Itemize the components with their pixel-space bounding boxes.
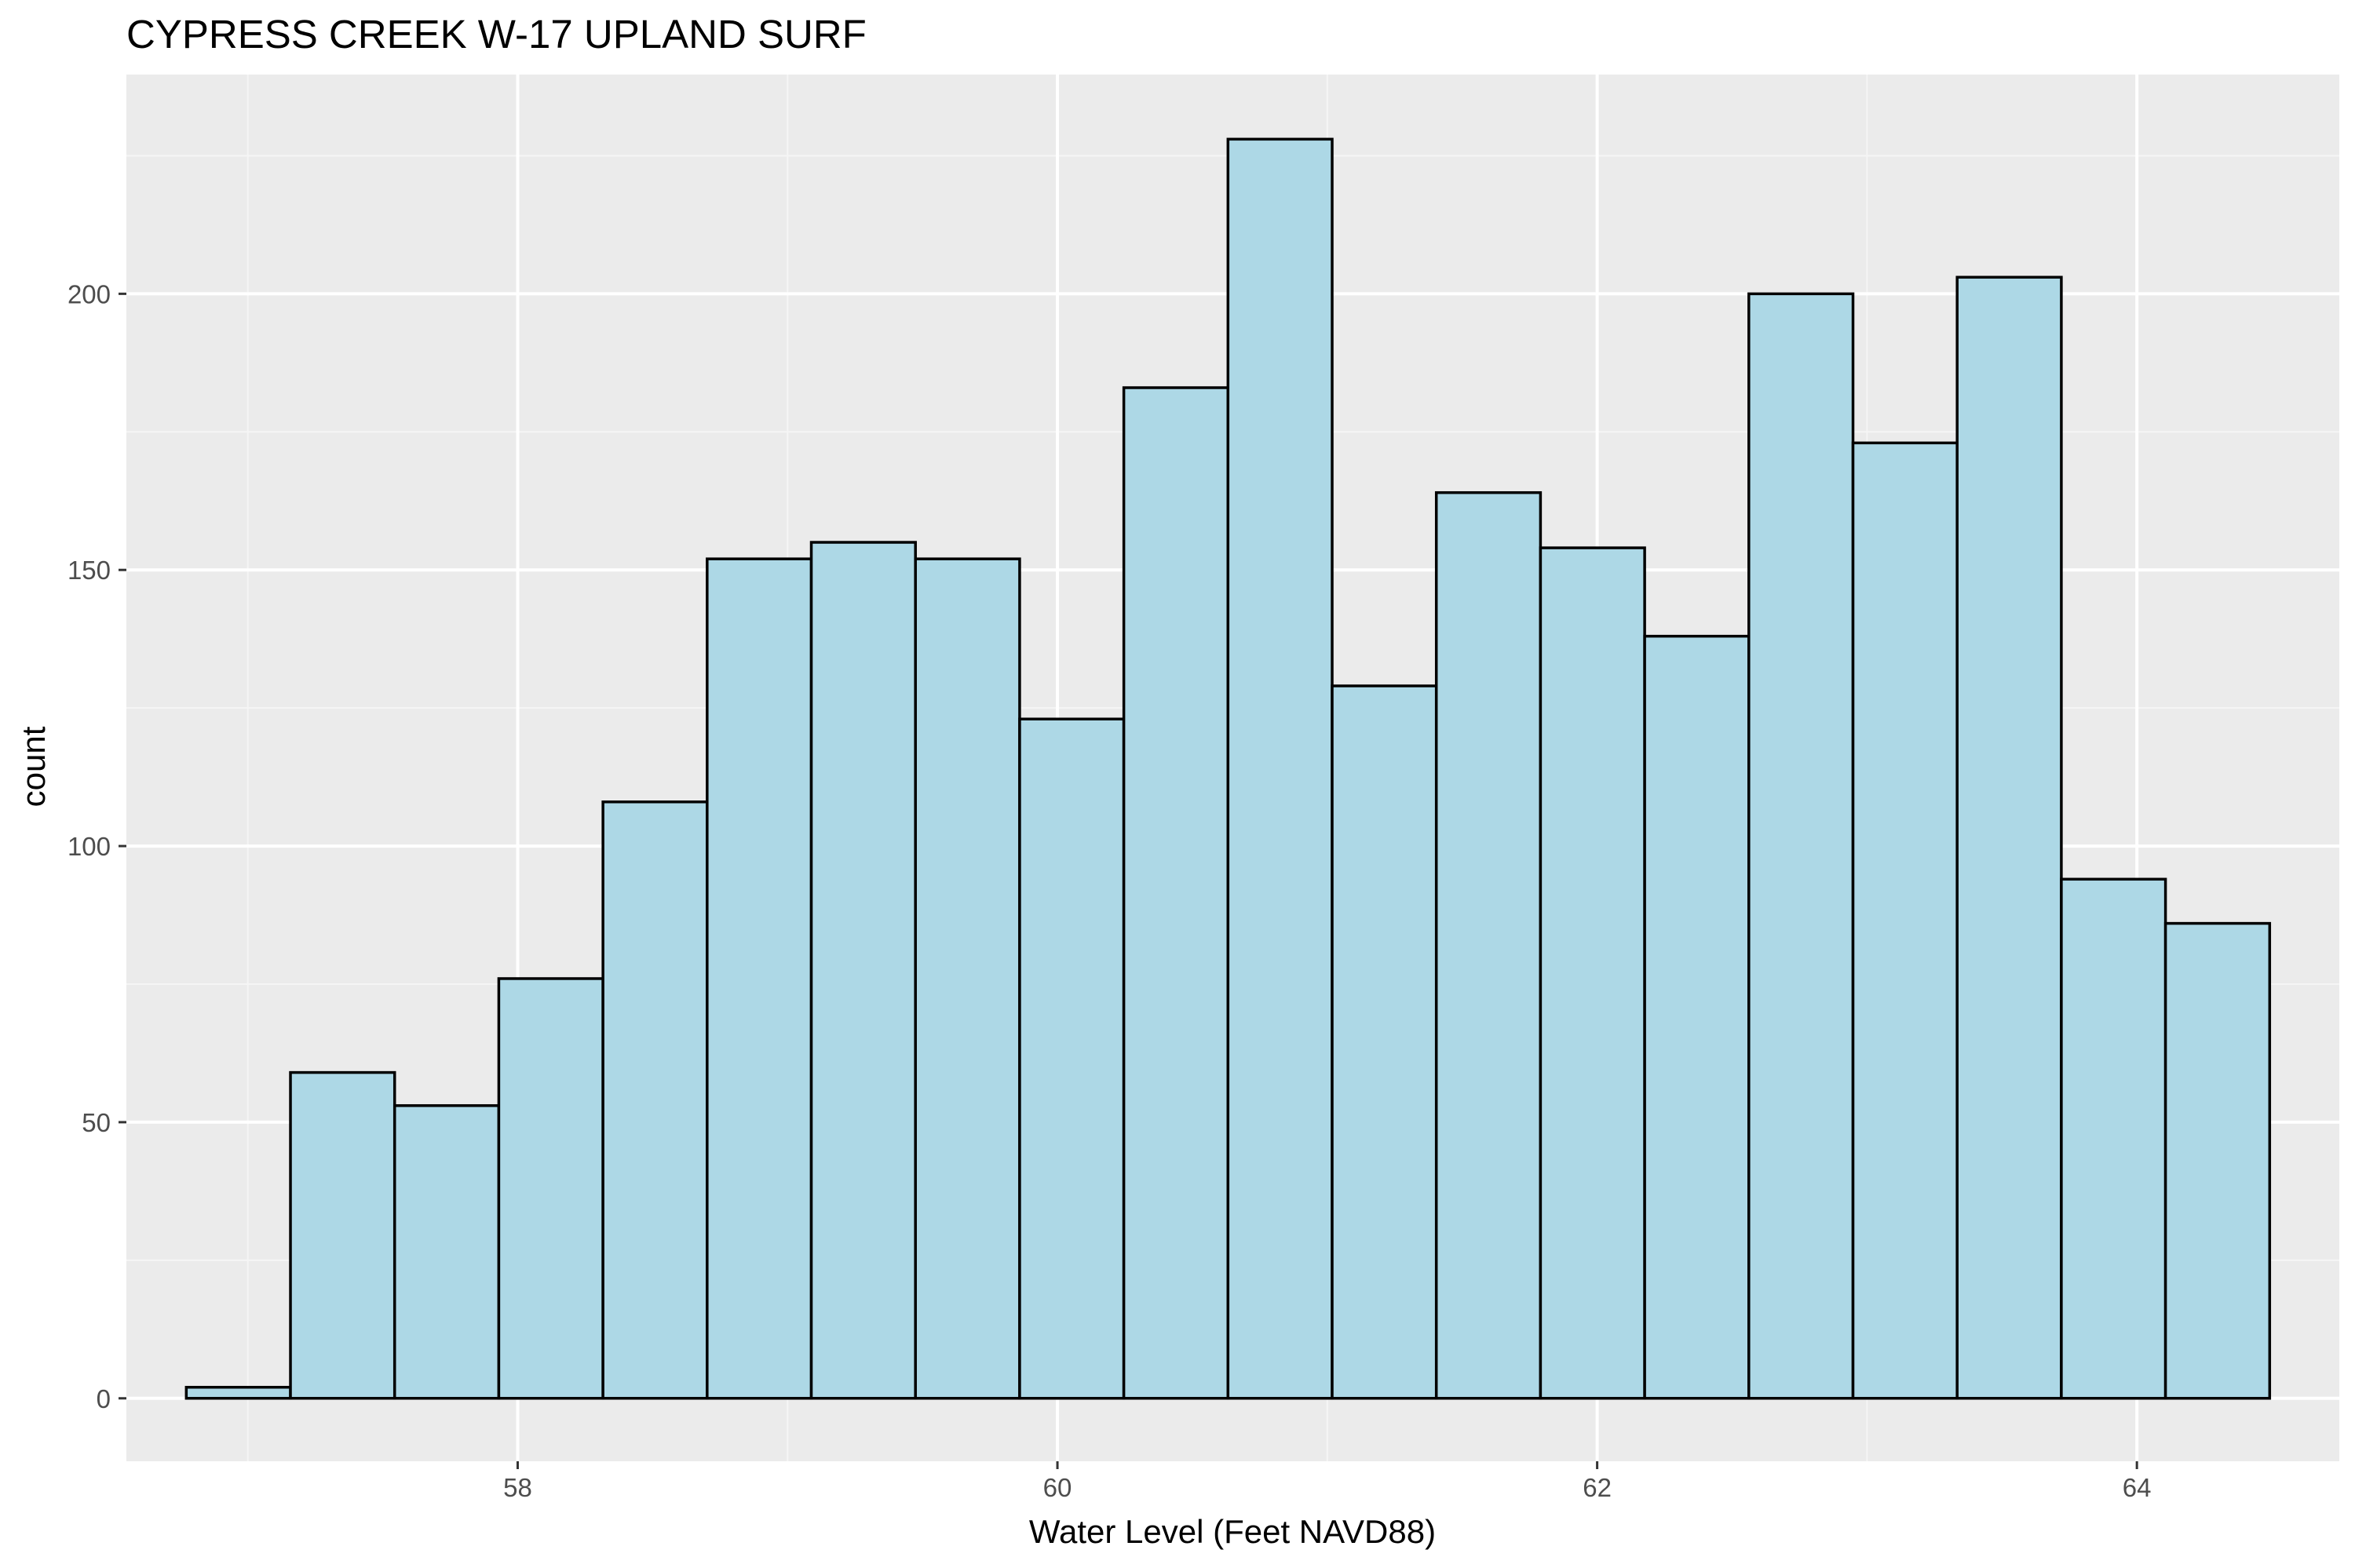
histogram-bar: [184, 1385, 292, 1400]
histogram-bar: [1539, 546, 1646, 1400]
histogram-bar: [1955, 275, 2063, 1400]
histogram-bar: [1226, 137, 1334, 1400]
histogram-bar: [497, 977, 604, 1400]
x-tick-label: 60: [1043, 1473, 1072, 1502]
x-axis-title: Water Level (Feet NAVD88): [1029, 1513, 1436, 1550]
y-axis: 0 50 100 150 200: [68, 279, 126, 1413]
histogram-bar: [1747, 292, 1855, 1400]
x-tick-label: 58: [503, 1473, 532, 1502]
histogram-bars: [184, 137, 2272, 1400]
histogram-bar: [601, 800, 709, 1400]
y-tick-label: 100: [68, 832, 111, 861]
histogram-bar: [2060, 877, 2167, 1400]
histogram-bar: [2163, 921, 2272, 1400]
histogram-bar: [1331, 684, 1438, 1400]
histogram-bar: [1643, 634, 1751, 1400]
y-tick-label: 150: [68, 556, 111, 585]
y-tick-label: 50: [82, 1108, 111, 1137]
y-axis-title: count: [15, 726, 52, 807]
x-tick-label: 62: [1583, 1473, 1612, 1502]
y-tick-label: 0: [97, 1384, 111, 1413]
histogram-bar: [706, 557, 813, 1400]
histogram-bar: [914, 557, 1021, 1400]
histogram-bar: [1018, 717, 1126, 1400]
histogram-bar: [392, 1104, 501, 1400]
histogram-bar: [1122, 386, 1230, 1400]
x-tick-label: 64: [2123, 1473, 2152, 1502]
histogram-bar: [809, 541, 917, 1400]
histogram-bar: [289, 1070, 396, 1400]
histogram-bar: [1851, 441, 1959, 1400]
chart-title: CYPRESS CREEK W-17 UPLAND SURF: [126, 12, 867, 57]
y-tick-label: 200: [68, 279, 111, 308]
histogram-bar: [1434, 490, 1543, 1400]
x-axis: 58 60 62 64: [503, 1461, 2152, 1502]
